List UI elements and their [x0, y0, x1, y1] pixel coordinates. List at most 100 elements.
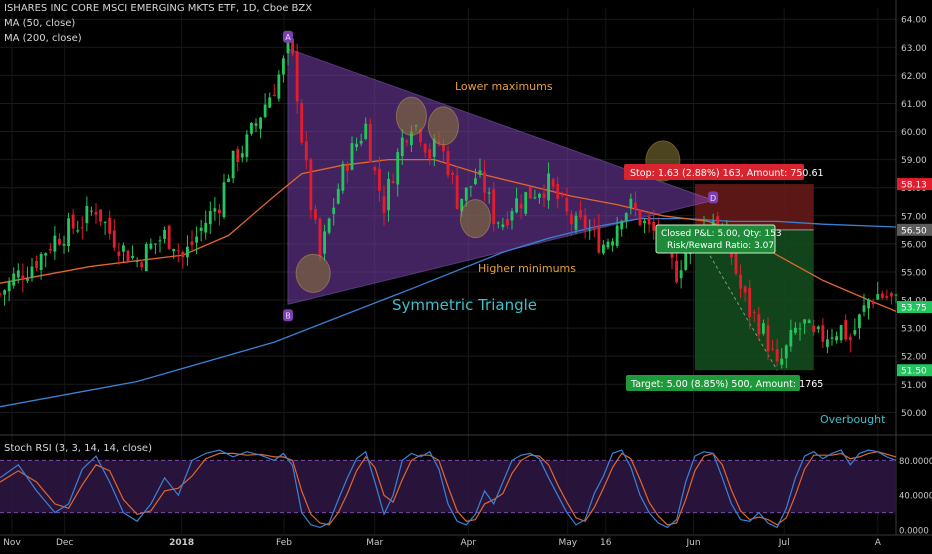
candle-body — [382, 196, 386, 213]
price-tick-label: 51.00 — [901, 381, 927, 391]
candle-body — [3, 290, 6, 295]
candle-body — [240, 153, 244, 158]
point-b-marker — [283, 309, 293, 322]
price-tick-label: 52.00 — [901, 353, 927, 363]
candle-body — [304, 141, 308, 161]
price-marker-box — [897, 301, 932, 314]
candle-body — [597, 226, 601, 253]
candle-body — [346, 165, 349, 171]
candle-body — [474, 178, 477, 185]
symmetric-triangle-label: Symmetric Triangle — [392, 296, 537, 314]
candle-body — [652, 221, 656, 231]
candle-body — [565, 197, 569, 212]
candle-body — [122, 245, 125, 252]
candle-body — [268, 97, 272, 108]
price-tick-label: 63.00 — [901, 44, 927, 54]
candle-body — [839, 325, 843, 341]
candle-body — [314, 208, 317, 220]
lower-maximums-label: Lower maximums — [455, 80, 553, 93]
time-tick-label: Dec — [56, 538, 73, 548]
overbought-label: Overbought — [820, 413, 886, 426]
candle-body — [826, 339, 829, 347]
candle-body — [341, 163, 345, 191]
candle-body — [716, 216, 720, 232]
candle-body — [62, 244, 66, 246]
candle-body — [135, 260, 139, 262]
candle-body — [39, 253, 43, 271]
candle-body — [295, 51, 299, 102]
candle-body — [848, 336, 852, 340]
price-tick-label: 62.00 — [901, 72, 927, 82]
candle-body — [0, 293, 2, 295]
candle-body — [336, 188, 340, 204]
candle-body — [432, 138, 436, 157]
highlight-circle — [427, 106, 459, 146]
candle-body — [199, 227, 203, 231]
candle-body — [675, 260, 678, 283]
candle-body — [30, 266, 34, 279]
candle-body — [218, 209, 221, 214]
candle-body — [48, 248, 52, 251]
candle-body — [885, 296, 889, 298]
triangle-shape — [287, 48, 715, 305]
candle-body — [643, 220, 646, 224]
stoch-rsi-pane — [0, 449, 897, 529]
candle-body — [90, 210, 93, 212]
candle-body — [762, 323, 765, 334]
candle-body — [80, 227, 84, 229]
candle-body — [259, 117, 262, 129]
candle-body — [428, 149, 432, 159]
candle-body — [542, 193, 546, 199]
candle-body — [538, 193, 541, 198]
risk-reward-text: Risk/Reward Ratio: 3.07 — [667, 241, 774, 251]
highlight-circle — [295, 253, 331, 293]
candle-body — [355, 143, 358, 148]
candle-body — [615, 225, 619, 246]
candle-body — [679, 270, 683, 279]
candle-body — [186, 246, 189, 258]
candle-body — [227, 178, 230, 182]
price-marker-box — [897, 364, 932, 377]
time-tick-label: Jun — [685, 538, 700, 548]
candle-body — [606, 241, 610, 248]
candle-body — [16, 270, 20, 278]
triangle-pattern — [287, 48, 715, 305]
candle-body — [245, 134, 249, 157]
candle-body — [359, 140, 363, 144]
candle-body — [327, 218, 331, 233]
candle-body — [560, 194, 564, 196]
candle-body — [506, 219, 509, 226]
candle-body — [76, 230, 80, 232]
candle-body — [853, 330, 857, 335]
candle-body — [332, 207, 336, 214]
candle-body — [551, 178, 555, 187]
candle-body — [213, 208, 217, 212]
candle-body — [757, 314, 761, 335]
price-marker-label: 56.50 — [901, 226, 927, 236]
candle-body — [112, 230, 116, 248]
candle-body — [176, 250, 180, 252]
price-tick-label: 53.00 — [901, 325, 927, 335]
candle-body — [830, 337, 834, 339]
annotation-overlay: A B D — [283, 30, 719, 322]
candle-body — [419, 129, 422, 143]
candle-body — [387, 178, 390, 211]
candle-body — [807, 320, 811, 324]
candle-body — [35, 261, 38, 269]
candle-body — [423, 144, 427, 153]
price-marker-box — [897, 178, 932, 191]
stop-box — [624, 164, 804, 180]
candle-body — [583, 215, 587, 229]
candle-body — [181, 251, 185, 258]
point-a-label: A — [285, 33, 291, 42]
candle-body — [26, 278, 29, 281]
rsi-tick-label: 40.0000 — [899, 492, 932, 502]
candle-body — [638, 209, 642, 225]
candle-body — [734, 252, 738, 274]
candle-body — [117, 251, 121, 256]
price-marker-box — [897, 223, 932, 236]
candle-body — [7, 280, 11, 292]
axes: 64.0063.0062.0061.0060.0059.0058.0057.00… — [3, 16, 932, 548]
